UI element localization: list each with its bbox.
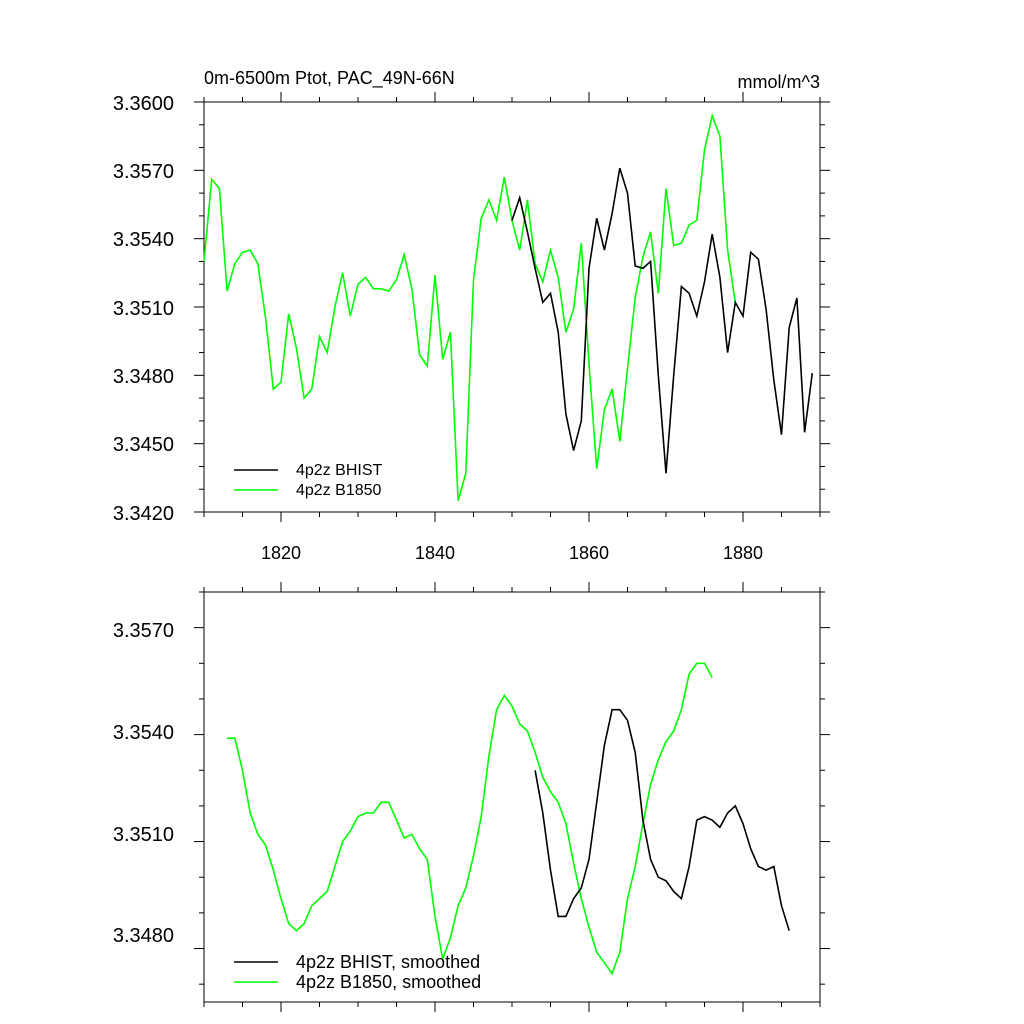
legend-label-b1850: 4p2z B1850 bbox=[296, 482, 382, 499]
bottom-ytick-label: 3.3480 bbox=[113, 925, 174, 947]
top-title-left: 0m-6500m Ptot, PAC_49N-66N bbox=[204, 68, 455, 89]
top-xtick-label: 1820 bbox=[261, 543, 301, 563]
top-ytick-label: 3.3420 bbox=[113, 503, 174, 525]
top-xtick-label: 1860 bbox=[569, 543, 609, 563]
series-line-bhist-smoothed bbox=[534, 708, 790, 931]
legend-label-b1850-smoothed: 4p2z B1850, smoothed bbox=[296, 972, 481, 992]
top-ytick-label: 3.3510 bbox=[113, 298, 174, 320]
top-ytick-label: 3.3480 bbox=[113, 366, 174, 388]
top-ytick-label: 3.3540 bbox=[113, 229, 174, 251]
top-plot-frame bbox=[203, 101, 821, 513]
top-ytick-label: 3.3450 bbox=[113, 434, 174, 456]
top-xtick-label: 1880 bbox=[723, 543, 763, 563]
bottom-plot-frame bbox=[203, 591, 821, 1003]
legend-label-bhist: 4p2z BHIST bbox=[296, 462, 382, 479]
bottom-ytick-label: 3.3540 bbox=[113, 722, 174, 744]
top-ticks bbox=[194, 92, 830, 522]
top-xtick-label: 1840 bbox=[415, 543, 455, 563]
bottom-ytick-label: 3.3510 bbox=[113, 824, 174, 846]
top-title-right: mmol/m^3 bbox=[738, 72, 820, 92]
top-panel: 0m-6500m Ptot, PAC_49N-66N mmol/m^3 3.36… bbox=[113, 68, 830, 563]
top-ytick-label: 3.3600 bbox=[113, 93, 174, 115]
series-line-bhist bbox=[511, 167, 814, 474]
bottom-panel: 3.3570 3.3540 3.3510 3.3480 4p2z BHIST, … bbox=[113, 582, 830, 1012]
bottom-ticks bbox=[194, 582, 830, 1012]
series-line-b1850-smoothed bbox=[227, 662, 713, 976]
top-ytick-label: 3.3570 bbox=[113, 161, 174, 183]
series-line-b1850 bbox=[203, 112, 737, 501]
bottom-ytick-label: 3.3570 bbox=[113, 620, 174, 642]
legend-label-bhist-smoothed: 4p2z BHIST, smoothed bbox=[296, 952, 480, 972]
